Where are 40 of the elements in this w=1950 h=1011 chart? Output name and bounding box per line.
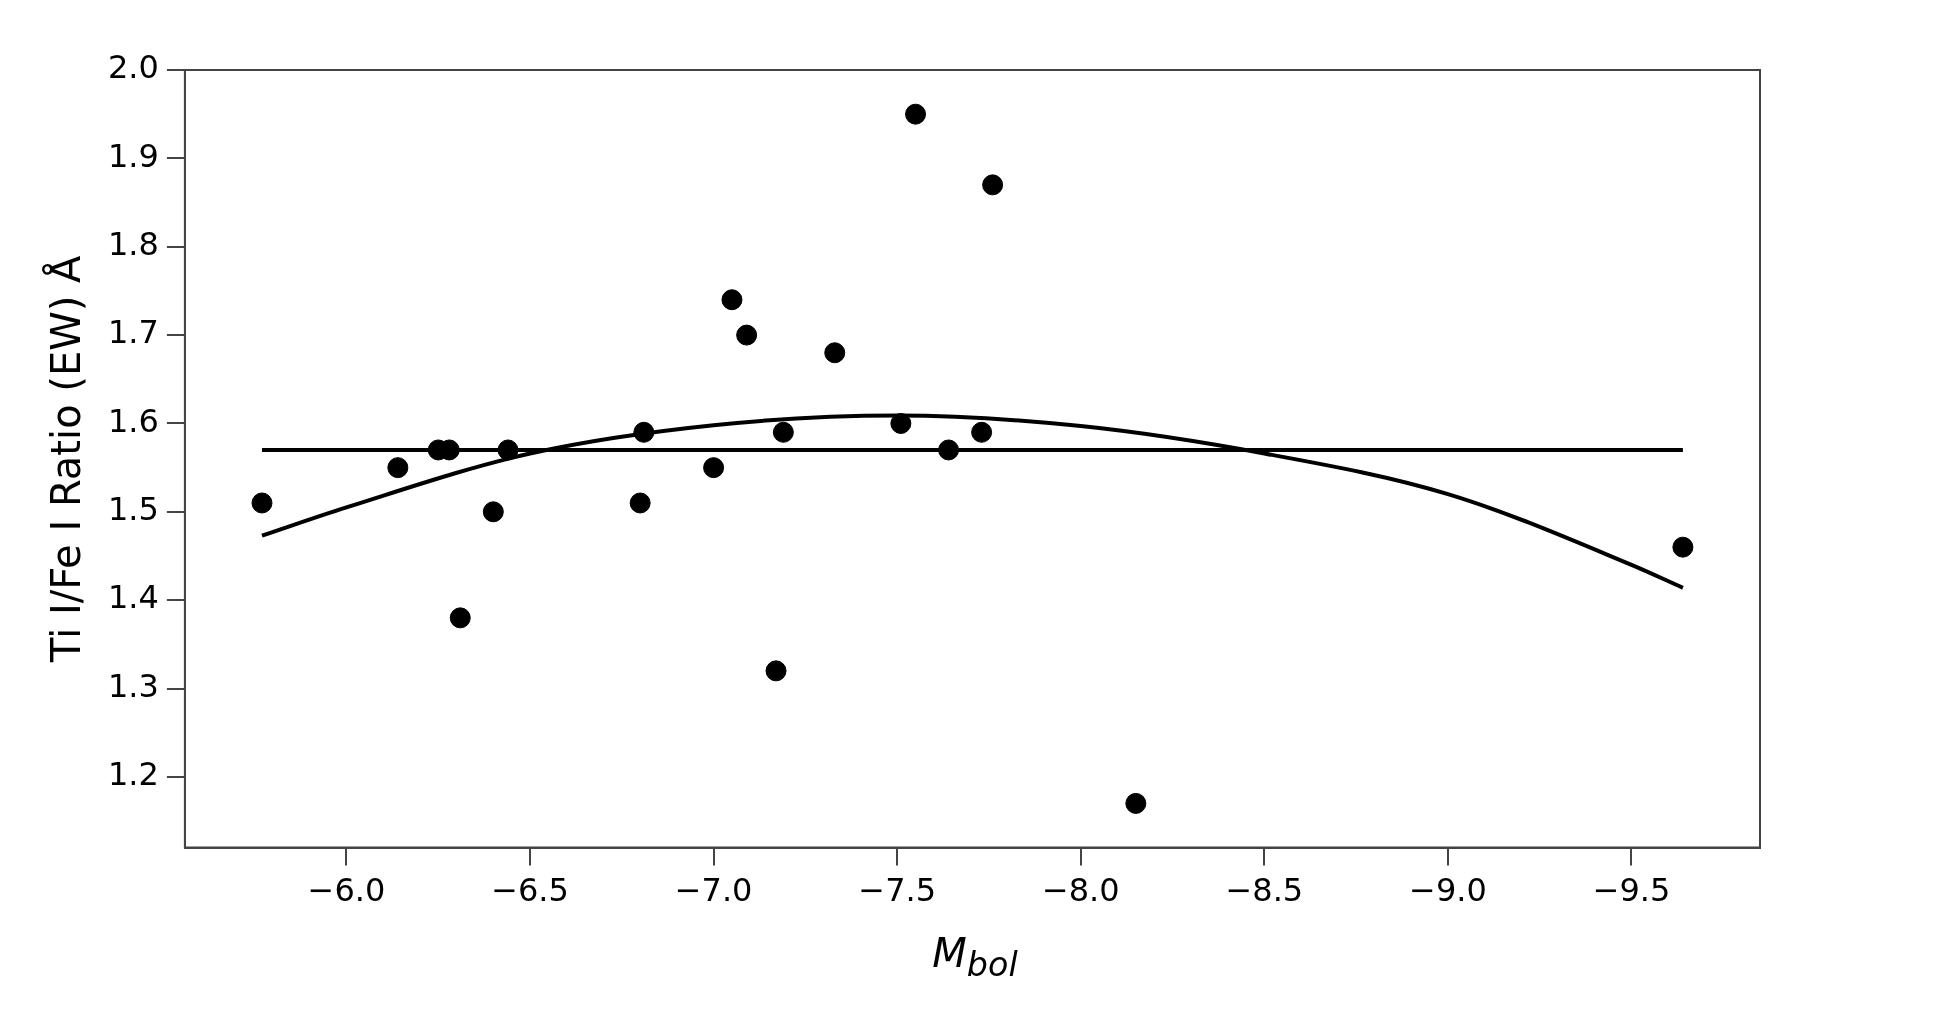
y-tick-label: 1.2 [108, 755, 159, 794]
x-tick-label: −6.0 [307, 871, 386, 910]
y-tick-label: 1.7 [108, 313, 159, 352]
point [633, 421, 655, 443]
x-tick-label: −7.5 [858, 871, 937, 910]
x-axis-title: M$_{bol}$ [931, 930, 1019, 984]
point [482, 501, 504, 523]
y-tick-label: 1.4 [108, 578, 159, 617]
point [938, 439, 960, 461]
point [905, 103, 927, 125]
point [982, 174, 1004, 196]
point [765, 660, 787, 682]
x-tick-label: −9.5 [1592, 871, 1671, 910]
point [449, 607, 471, 629]
point [772, 421, 794, 443]
x-tick-label: −8.5 [1225, 871, 1304, 910]
point [890, 412, 912, 434]
point [721, 289, 743, 311]
point [703, 457, 725, 479]
point [736, 324, 758, 346]
x-tick-label: −7.0 [674, 871, 753, 910]
x-tick-label: −9.0 [1409, 871, 1487, 910]
x-tick-label: −6.5 [491, 871, 569, 910]
point [1672, 536, 1694, 558]
point [629, 492, 651, 514]
y-tick-label: 1.9 [108, 136, 159, 175]
y-tick-label: 1.6 [108, 401, 159, 440]
point [824, 342, 846, 364]
y-tick-label: 1.8 [108, 225, 159, 264]
y-tick-label: 2.0 [108, 48, 159, 87]
line-series [259, 413, 1685, 590]
y-tick-label: 1.5 [108, 490, 159, 529]
y-tick-label: 1.3 [108, 666, 159, 705]
point [497, 439, 519, 461]
point [1125, 792, 1147, 814]
point [251, 492, 273, 514]
point [971, 421, 993, 443]
x-tick-label: −8.0 [1041, 871, 1120, 910]
point [387, 457, 409, 479]
y-axis-title: Ti I/Fe I Ratio (EW) Å [42, 254, 90, 664]
